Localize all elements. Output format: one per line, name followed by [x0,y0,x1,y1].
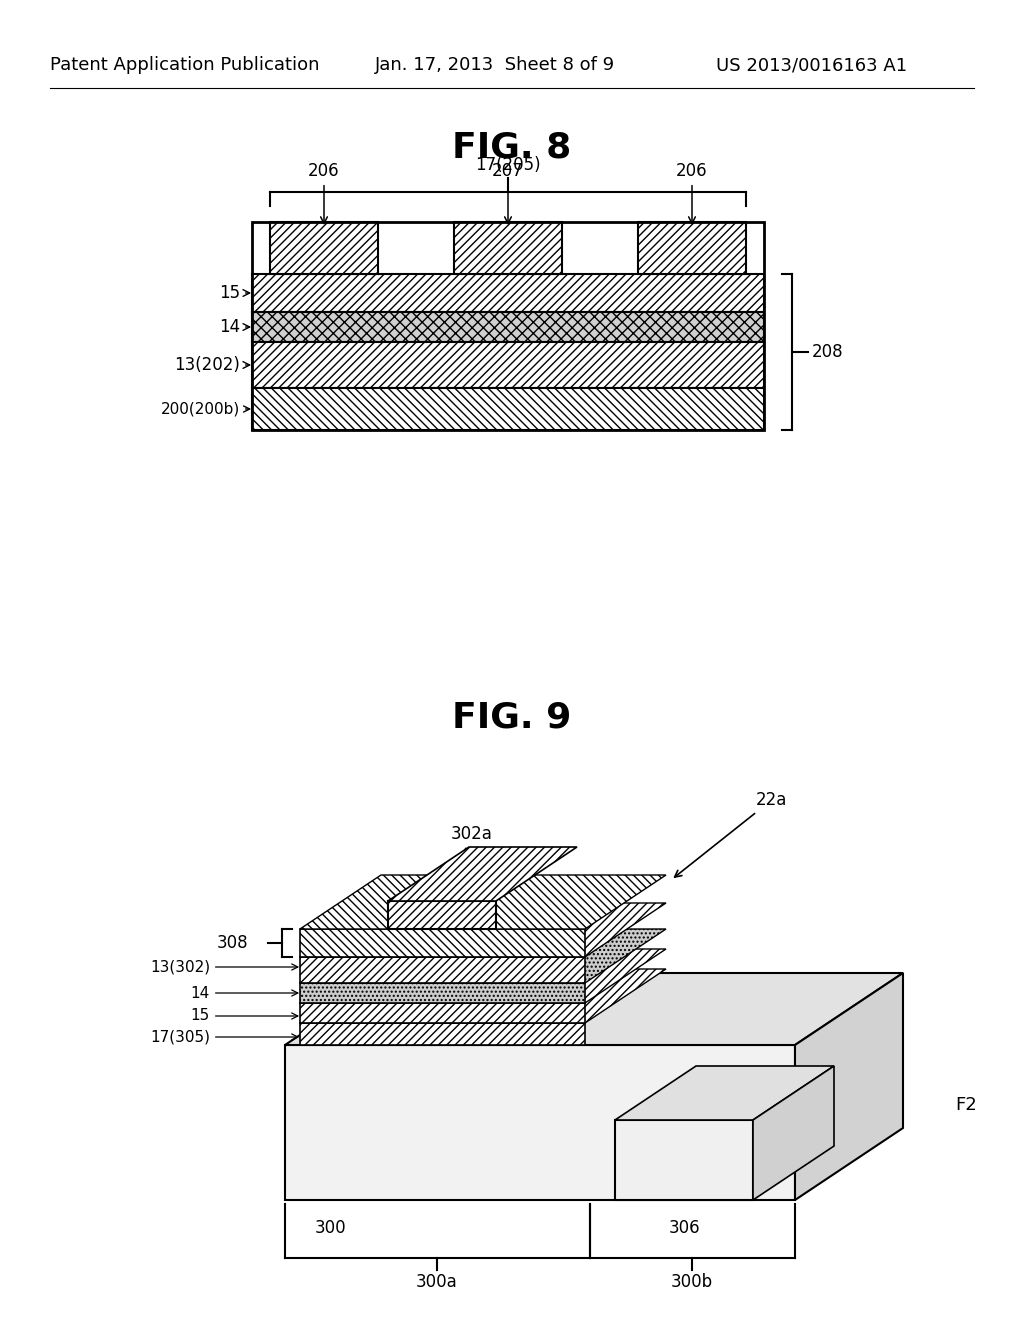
Bar [615,1119,753,1200]
Polygon shape [795,973,903,1200]
Polygon shape [615,1067,834,1119]
Polygon shape [300,949,666,1003]
Polygon shape [590,973,903,1045]
Polygon shape [300,875,666,929]
Text: FIG. 9: FIG. 9 [453,701,571,735]
Text: 13(202): 13(202) [174,356,250,374]
Bar [252,312,764,342]
Bar [300,1023,585,1045]
Text: 17(305): 17(305) [150,1030,298,1044]
Bar [300,983,585,1003]
Text: 15: 15 [219,284,250,302]
Text: 300: 300 [314,1218,346,1237]
Text: 306: 306 [669,1218,699,1237]
Text: 207: 207 [493,162,524,223]
Text: 300b: 300b [671,1272,713,1291]
Bar [388,902,496,929]
Text: 308: 308 [216,935,248,952]
Polygon shape [753,1067,834,1200]
Text: 13(302): 13(302) [150,960,298,974]
Text: Patent Application Publication: Patent Application Publication [50,55,319,74]
Bar [300,1003,585,1023]
Polygon shape [300,969,666,1023]
Text: 17(205): 17(205) [475,156,541,174]
Text: 206: 206 [308,162,340,223]
Bar [454,222,562,275]
Bar [300,957,585,983]
Bar [638,222,746,275]
Bar [252,275,764,312]
Bar [285,1045,795,1200]
Polygon shape [300,903,666,957]
Polygon shape [388,847,577,902]
Bar [252,222,764,430]
Text: 208: 208 [812,343,844,360]
Text: US 2013/0016163 A1: US 2013/0016163 A1 [717,55,907,74]
Text: Jan. 17, 2013  Sheet 8 of 9: Jan. 17, 2013 Sheet 8 of 9 [375,55,615,74]
Text: F2: F2 [955,1096,977,1114]
Bar [300,929,585,957]
Text: 22a: 22a [675,791,787,876]
Text: 14: 14 [190,986,298,1001]
Text: 15: 15 [190,1008,298,1023]
Text: FIG. 8: FIG. 8 [453,131,571,165]
Polygon shape [300,929,666,983]
Polygon shape [285,973,903,1045]
Bar [270,222,378,275]
Text: 14: 14 [219,318,250,337]
Text: 302a: 302a [443,825,493,899]
Bar [252,342,764,388]
Text: 206: 206 [676,162,708,223]
Bar [252,388,764,430]
Text: 300a: 300a [416,1272,458,1291]
Text: 200(200b): 200(200b) [161,401,250,417]
